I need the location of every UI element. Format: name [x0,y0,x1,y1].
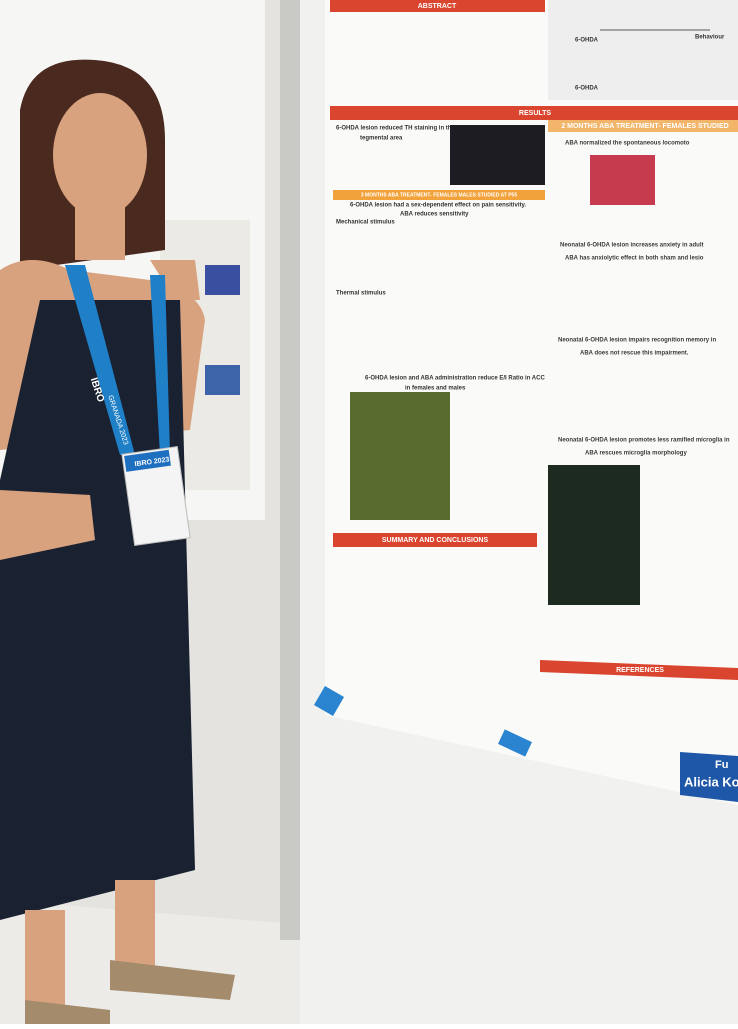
heading: ABA rescues microglia morphology [585,451,687,457]
heading: ABA has anxiolytic effect in both sham a… [565,256,704,262]
left-figure [205,365,240,395]
left-figure [205,265,240,295]
badge-text: IBRO 2023 [134,456,170,468]
abstract-band [330,0,545,12]
right-band [548,120,738,132]
sign-text: Alicia Kop [684,774,738,789]
panel-label: Behaviour [695,35,725,41]
heading: ABA reduces sensitivity [400,212,469,218]
th-image [450,125,545,185]
heading: ABA normalized the spontaneous locomoto [565,141,690,147]
leg [115,880,155,970]
left-band [333,190,545,200]
heading: Neonatal 6-OHDA lesion impairs recogniti… [558,338,716,344]
heading: ABA does not rescue this impairment. [580,351,689,357]
heading: 6-OHDA lesion had a sex-dependent effect… [350,203,526,209]
lanyard [150,275,170,455]
neck [75,200,125,260]
tape [498,729,532,757]
sandal [25,1000,110,1024]
lanyard [65,265,135,455]
band-title: 2 MONTHS ABA TREATMENT- FEMALES STUDIED [561,123,728,130]
stimulus-label: Mechanical stimulus [336,220,395,226]
microscopy-grid [350,392,450,520]
results-title: RESULTS [519,110,551,117]
heading: in females and males [405,386,466,392]
abstract-title: ABSTRACT [418,3,457,10]
heading: 6-OHDA lesion and ABA administration red… [365,376,545,382]
heading: 6-OHDA lesion reduced TH staining in the… [336,126,476,132]
sign-text: Fu [715,759,728,771]
panel-label: 6-OHDA [575,38,599,44]
microglia-grid [548,465,640,605]
heading: Neonatal 6-OHDA lesion increases anxiety… [560,243,704,249]
hand [0,490,95,560]
heatmap [590,155,655,205]
sandal [110,960,235,1000]
panel-label: 6-OHDA [575,86,599,92]
top-panel [548,0,738,100]
heading: Neonatal 6-OHDA lesion promotes less ram… [558,438,730,444]
summary-title: SUMMARY AND CONCLUSIONS [382,537,489,544]
band-title: 3 MONTHS ABA TREATMENT- FEMALES MALES ST… [361,192,517,198]
pole [280,0,300,940]
results-band [330,106,738,120]
summary-band [333,533,537,547]
references-band [540,660,738,680]
stimulus-label: Thermal stimulus [336,291,386,297]
badge [121,445,191,547]
face [53,93,147,217]
badge-header [124,449,171,472]
references-title: REFERENCES [616,667,664,674]
hand [150,260,200,300]
tape [313,685,345,717]
sign [680,752,738,802]
heading: tegmental area [360,136,403,142]
leg [25,910,65,1010]
